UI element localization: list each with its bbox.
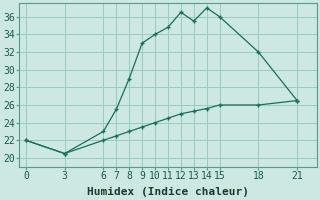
X-axis label: Humidex (Indice chaleur): Humidex (Indice chaleur)	[87, 186, 249, 197]
